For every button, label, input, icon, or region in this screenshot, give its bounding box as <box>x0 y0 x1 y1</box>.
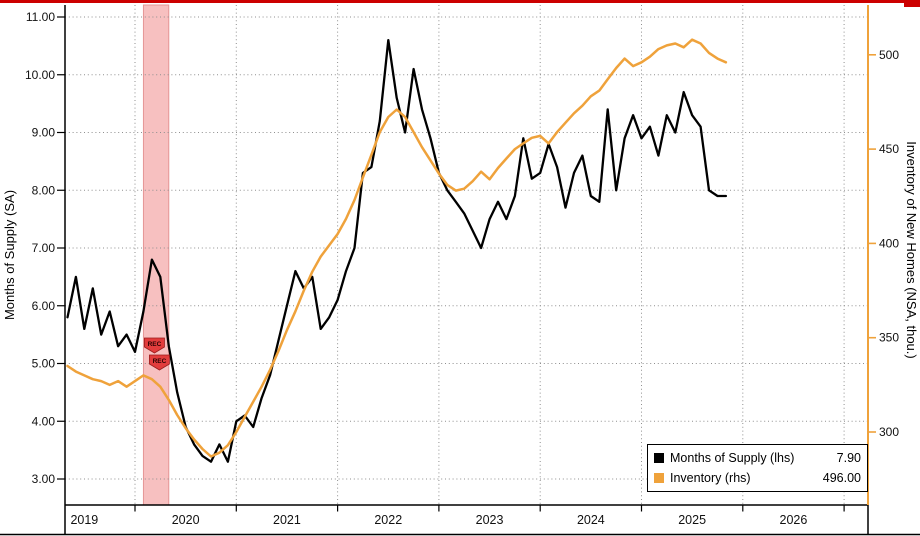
svg-text:450: 450 <box>879 142 899 156</box>
svg-text:2021: 2021 <box>273 513 301 527</box>
rec-marker <box>149 354 170 371</box>
svg-text:2024: 2024 <box>577 513 605 527</box>
svg-text:2026: 2026 <box>780 513 808 527</box>
top-right-accent <box>904 0 920 7</box>
svg-text:7.00: 7.00 <box>32 241 56 255</box>
svg-text:6.00: 6.00 <box>32 299 56 313</box>
svg-text:9.00: 9.00 <box>32 126 56 140</box>
legend-swatch-months-supply <box>654 453 664 463</box>
series-months-supply <box>66 38 728 463</box>
svg-text:10.00: 10.00 <box>25 68 55 82</box>
legend-label: Months of Supply (lhs) <box>670 451 795 465</box>
right-axis-title: Inventory of New Homes (NSA, thou.) <box>904 141 919 359</box>
right-axis-ticks: 300 350 400 450 500 <box>868 48 899 439</box>
legend-swatch-inventory <box>654 473 664 483</box>
svg-text:2022: 2022 <box>374 513 402 527</box>
svg-text:5.00: 5.00 <box>32 357 56 371</box>
svg-text:3.00: 3.00 <box>32 472 56 486</box>
legend: Months of Supply (lhs) 7.90 Inventory (r… <box>647 444 868 492</box>
svg-text:2020: 2020 <box>172 513 200 527</box>
recession-markers: REC REC <box>144 337 170 371</box>
legend-item-months-supply: Months of Supply (lhs) 7.90 <box>654 448 861 468</box>
recession-band <box>142 4 170 506</box>
legend-value: 496.00 <box>822 471 861 485</box>
left-axis-title: Months of Supply (SA) <box>2 189 17 321</box>
svg-text:2025: 2025 <box>678 513 706 527</box>
gridlines <box>65 5 868 505</box>
svg-text:2019: 2019 <box>70 513 98 527</box>
legend-item-inventory: Inventory (rhs) 496.00 <box>654 468 861 488</box>
svg-text:REC: REC <box>148 341 162 348</box>
svg-text:350: 350 <box>879 331 899 345</box>
svg-text:500: 500 <box>879 48 899 62</box>
legend-value: 7.90 <box>836 451 861 465</box>
svg-text:REC: REC <box>153 358 167 365</box>
x-axis-ticks: 2019 2020 2021 2022 2023 2024 2025 2026 <box>70 505 845 527</box>
top-border-accent <box>0 0 920 3</box>
series-inventory <box>66 38 728 458</box>
svg-text:11.00: 11.00 <box>26 10 55 24</box>
svg-text:300: 300 <box>879 425 899 439</box>
svg-text:4.00: 4.00 <box>32 414 56 428</box>
legend-label: Inventory (rhs) <box>670 471 751 485</box>
left-axis-ticks: 3.00 4.00 5.00 6.00 7.00 8.00 9.00 10.00 11.00 <box>25 10 65 486</box>
svg-text:8.00: 8.00 <box>32 183 56 197</box>
rec-marker <box>144 337 165 354</box>
svg-text:400: 400 <box>879 236 899 250</box>
svg-text:2023: 2023 <box>476 513 504 527</box>
